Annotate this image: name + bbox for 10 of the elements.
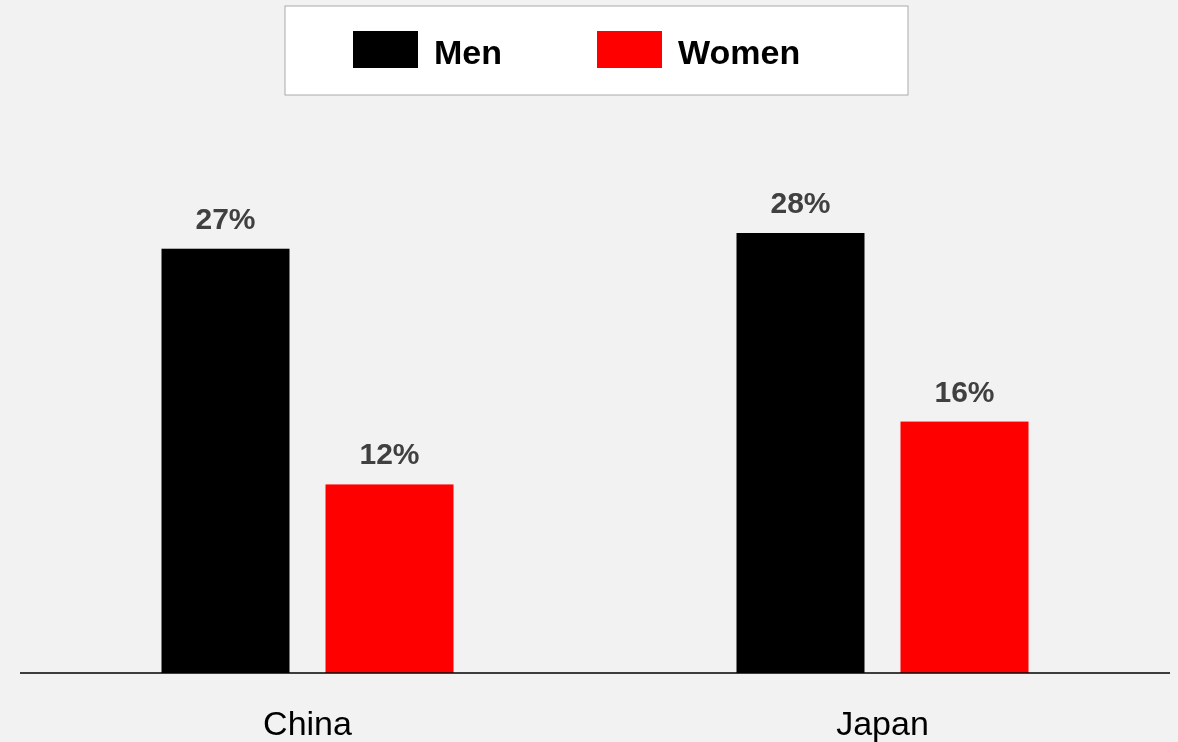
data-label: 27% [195,201,256,235]
x-tick-label: Japan [836,704,929,742]
bar [900,421,1029,673]
data-label: 28% [770,186,831,219]
data-label: 16% [934,374,995,408]
data-label: 12% [359,437,420,471]
x-tick-label: China [263,704,352,742]
legend-label: Women [678,33,801,71]
legend-label: Men [434,33,502,71]
bar [325,484,454,673]
